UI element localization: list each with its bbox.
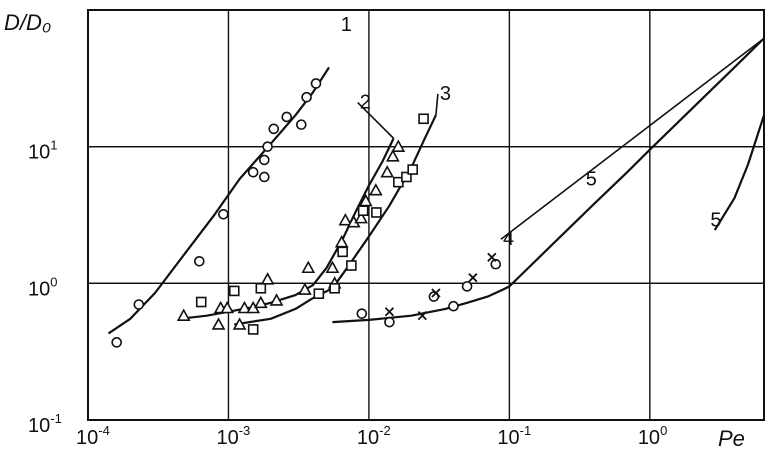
triangle-marker bbox=[269, 293, 284, 306]
markers bbox=[111, 78, 502, 348]
curve-label-leader bbox=[435, 93, 439, 116]
x-tick-label: 10-1 bbox=[497, 423, 531, 449]
circle-marker bbox=[490, 258, 502, 270]
circle-marker bbox=[133, 299, 145, 310]
triangle-marker bbox=[301, 260, 316, 274]
triangle-marker bbox=[253, 295, 268, 309]
x-tick-label: 10-3 bbox=[216, 423, 250, 449]
square-marker bbox=[329, 282, 340, 294]
triangle-marker bbox=[232, 317, 247, 330]
x-tick-label: 100 bbox=[638, 423, 667, 449]
triangle-marker bbox=[385, 149, 400, 162]
square-marker bbox=[401, 171, 412, 183]
triangle-marker bbox=[298, 282, 312, 295]
square-marker bbox=[418, 113, 429, 125]
curve-label-leader bbox=[500, 37, 765, 240]
circle-marker bbox=[111, 337, 122, 348]
curve-label-2: 2 bbox=[360, 92, 371, 114]
circle-marker bbox=[301, 91, 312, 103]
x-tick-labels: 10-4 10-3 10-2 10-1 100 bbox=[76, 423, 667, 449]
circle-marker bbox=[247, 166, 259, 178]
square-marker bbox=[346, 260, 357, 271]
circle-marker bbox=[259, 154, 270, 166]
triangle-marker bbox=[380, 165, 395, 178]
curves bbox=[107, 37, 766, 335]
x-axis-label: Pe bbox=[718, 426, 745, 451]
curve-5 bbox=[713, 114, 766, 231]
circle-marker bbox=[356, 308, 368, 319]
y-axis-label: D/D₀ bbox=[4, 10, 51, 35]
square-marker bbox=[313, 288, 325, 299]
triangle-marker bbox=[334, 235, 349, 248]
curve-label-3: 3 bbox=[440, 83, 451, 105]
y-tick-label: 100 bbox=[28, 274, 57, 300]
circle-marker bbox=[268, 123, 280, 135]
cross-marker bbox=[487, 252, 497, 262]
y-tick-label: 10-1 bbox=[28, 411, 62, 437]
square-marker bbox=[195, 296, 207, 308]
curve-label-leader bbox=[357, 102, 395, 139]
x-tick-label: 10-2 bbox=[357, 423, 391, 449]
plot-frame bbox=[87, 9, 765, 421]
circle-marker bbox=[310, 78, 322, 89]
circle-marker bbox=[218, 208, 229, 220]
curve-2 bbox=[179, 137, 395, 320]
cross-marker bbox=[417, 311, 427, 321]
triangle-marker bbox=[338, 212, 353, 226]
circle-marker bbox=[281, 111, 293, 123]
triangle-marker bbox=[391, 139, 406, 152]
triangle-marker bbox=[368, 183, 383, 196]
triangle-marker bbox=[211, 317, 226, 330]
triangle-marker bbox=[176, 308, 191, 321]
curve-label-4: 4 bbox=[503, 228, 514, 250]
grid bbox=[87, 9, 764, 421]
circle-marker bbox=[259, 171, 270, 183]
circle-marker bbox=[295, 119, 307, 130]
circle-marker bbox=[384, 316, 395, 328]
triangle-marker bbox=[237, 300, 252, 314]
square-marker bbox=[337, 246, 348, 258]
circle-marker bbox=[193, 255, 205, 267]
x-tick-label: 10-4 bbox=[76, 423, 110, 449]
circle-marker bbox=[448, 300, 459, 312]
curve-1 bbox=[107, 66, 330, 335]
triangle-marker bbox=[260, 272, 275, 285]
square-marker bbox=[255, 282, 267, 294]
curve-labels: 1 2 3 4 5 5 bbox=[341, 14, 765, 250]
triangle-marker bbox=[354, 210, 368, 224]
curve-label-5: 5 bbox=[586, 168, 597, 190]
cross-marker bbox=[384, 307, 395, 317]
square-marker bbox=[357, 205, 369, 216]
curve-label-5: 5 bbox=[710, 210, 721, 232]
triangle-marker bbox=[220, 300, 235, 314]
cross-marker bbox=[468, 273, 478, 283]
cross-marker bbox=[431, 288, 441, 298]
curve-4 bbox=[332, 37, 765, 324]
square-marker bbox=[407, 164, 418, 175]
square-marker bbox=[228, 285, 240, 297]
square-marker bbox=[371, 207, 382, 218]
y-tick-labels: 10-1 100 101 bbox=[28, 138, 62, 437]
y-tick-label: 101 bbox=[28, 138, 57, 164]
curve-label-1: 1 bbox=[341, 14, 352, 36]
square-marker bbox=[247, 324, 259, 335]
triangle-marker bbox=[325, 260, 340, 274]
circle-marker bbox=[461, 281, 473, 292]
circle-marker bbox=[262, 141, 273, 152]
